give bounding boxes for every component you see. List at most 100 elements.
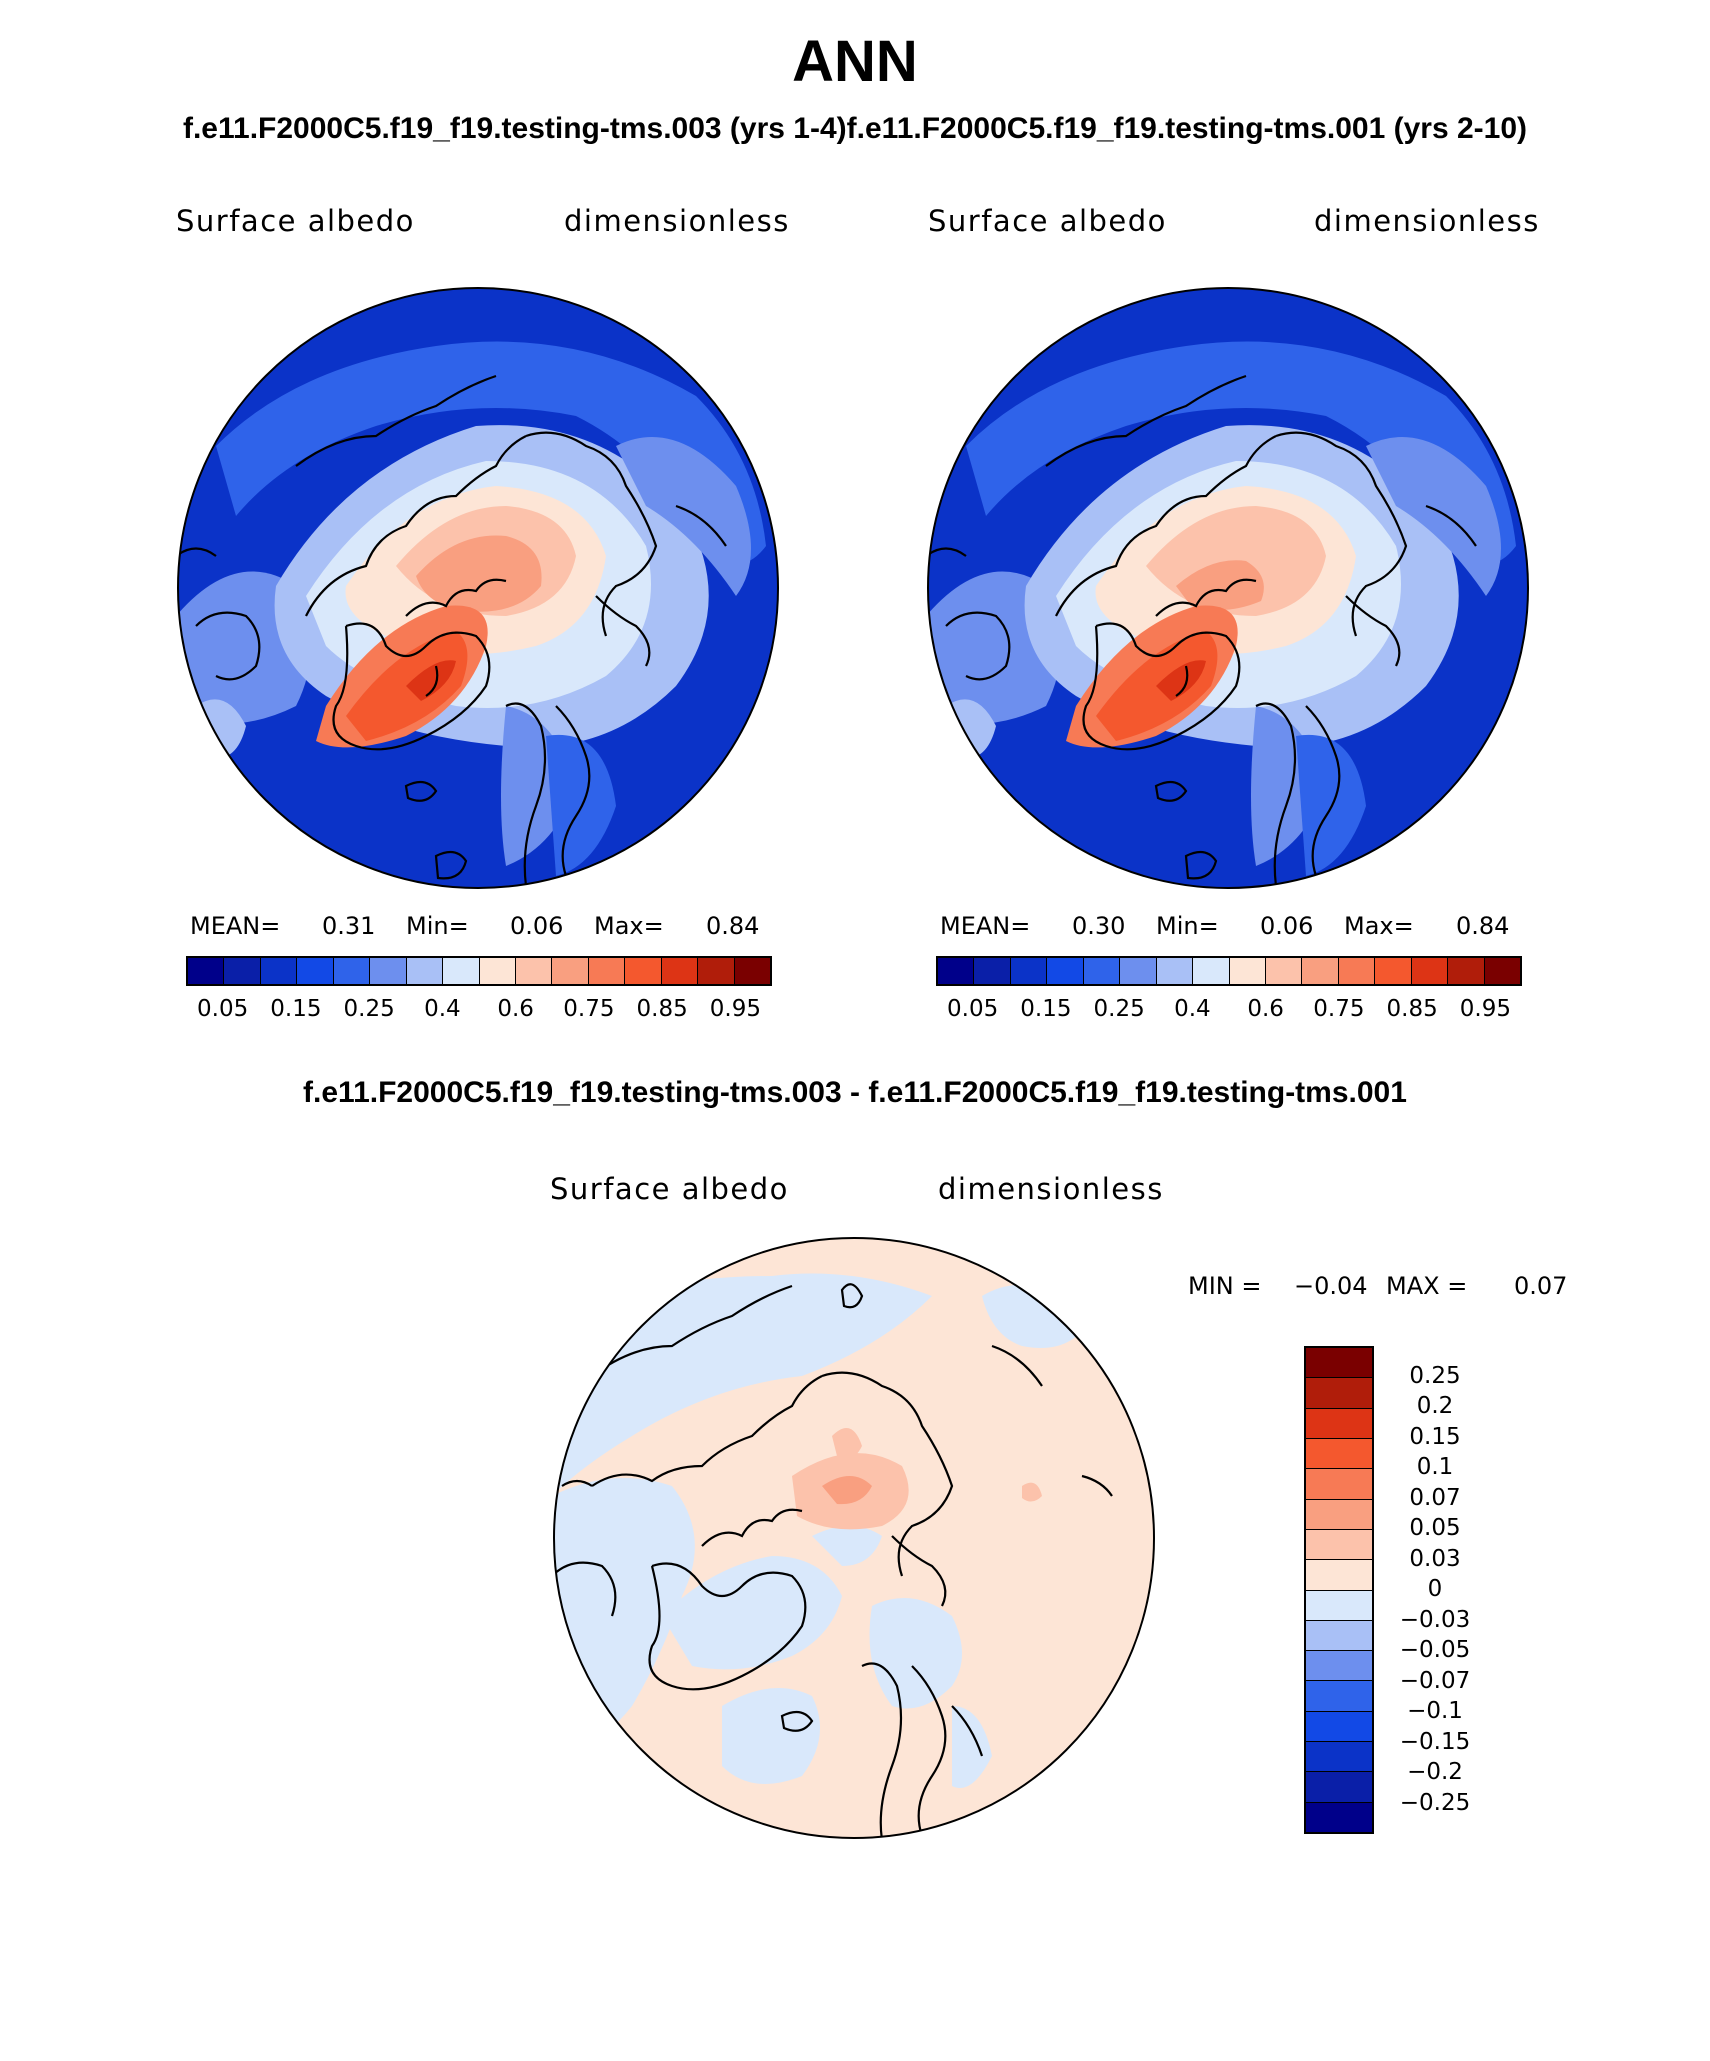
colorbar-swatch [188,958,225,984]
page-title: ANN [792,29,918,94]
colorbar-swatch [1306,1681,1372,1712]
subtitle-right: f.e11.F2000C5.f19_f19.testing-tms.001 (y… [846,112,1528,145]
colorbar-swatch [625,958,662,984]
colorbar-swatch [1338,958,1376,984]
colorbar-tick-label: 0.75 [563,996,615,1022]
colorbar-tick-label: 0.15 [1409,1423,1461,1450]
panel1-min-label: Min= [406,912,469,940]
colorbar-swatch [1306,1711,1372,1743]
colorbar-tick-label: 0.05 [947,996,999,1022]
polar-map-test-case [177,287,779,889]
colorbar-swatch [1306,1742,1372,1773]
colorbar-swatch [406,958,444,984]
colorbar-tick-label: 0.25 [1093,996,1145,1022]
panel2-min-value: 0.06 [1260,912,1314,940]
colorbar-swatch [1448,958,1485,984]
colorbar-swatch [1306,1560,1372,1591]
colorbar-swatch [661,958,699,984]
colorbar-tick-label: 0.6 [1247,996,1284,1022]
colorbar-swatch [698,958,735,984]
colorbar-swatch [552,958,589,984]
colorbar-tick-label: −0.25 [1399,1789,1471,1816]
colorbar-test-case-ticks: 0.05 0.15 0.25 0.4 0.6 0.75 0.85 0.95 [186,996,772,1026]
colorbar-swatch [1306,1529,1372,1561]
colorbar-tick-label: 0.95 [1459,996,1511,1022]
colorbar-tick-label: 0.6 [497,996,534,1022]
colorbar-tick-label: 0.4 [424,996,461,1022]
colorbar-tick-label: 0.2 [1416,1393,1454,1419]
colorbar-swatch [1120,958,1157,984]
colorbar-swatch [1306,1651,1372,1682]
panel1-units: dimensionless [564,204,790,238]
colorbar-swatch [1306,1590,1372,1621]
difference-title: f.e11.F2000C5.f19_f19.testing-tms.003 - … [303,1076,1407,1109]
case-subtitles: f.e11.F2000C5.f19_f19.testing-tms.003 (y… [0,112,1710,146]
diff-units: dimensionless [938,1172,1164,1206]
diff-variable: Surface albedo [550,1172,789,1206]
colorbar-swatch [1306,1408,1372,1439]
colorbar-tick-label: 0.07 [1409,1484,1461,1511]
colorbar-swatch [224,958,261,984]
panel1-mean-label: MEAN= [190,912,281,940]
colorbar-tick-label: 0.85 [636,996,688,1022]
colorbar-swatch [1306,1772,1372,1803]
panel2-max-value: 0.84 [1456,912,1510,940]
colorbar-swatch [1306,1802,1372,1832]
colorbar-swatch [1306,1438,1372,1470]
panel2-units: dimensionless [1314,204,1540,238]
colorbar-swatch [479,958,516,984]
panel2-variable: Surface albedo [928,204,1167,238]
panel1-max-value: 0.84 [706,912,760,940]
colorbar-tick-label: −0.05 [1399,1637,1471,1663]
colorbar-swatch [1484,958,1520,984]
colorbar-tick-label: 0.05 [1409,1515,1461,1541]
diff-min-value: −0.04 [1294,1272,1368,1300]
panel1-max-label: Max= [594,912,664,940]
colorbar-tick-label: 0.25 [1409,1362,1461,1389]
colorbar-difference-ticks: 0.25 0.2 0.15 0.1 0.07 0.05 0.03 0 −0.03 −0.05 −0.… [1380,1346,1500,1834]
colorbar-swatch [1306,1620,1372,1652]
colorbar-tick-label: 0.4 [1174,996,1211,1022]
colorbar-tick-label: −0.15 [1399,1728,1471,1755]
colorbar-tick-label: 0.15 [270,996,322,1022]
colorbar-control-case-ticks: 0.05 0.15 0.25 0.4 0.6 0.75 0.85 0.95 [936,996,1522,1026]
colorbar-tick-label: 0 [1427,1576,1443,1602]
colorbar-tick-label: −0.07 [1399,1667,1471,1694]
colorbar-swatch [443,958,480,984]
colorbar-tick-label: 0.05 [197,996,249,1022]
colorbar-swatch [1411,958,1449,984]
colorbar-swatch [1375,958,1412,984]
colorbar-swatch [938,958,975,984]
subtitle-left: f.e11.F2000C5.f19_f19.testing-tms.003 (y… [182,112,847,145]
colorbar-swatch [1265,958,1303,984]
diff-min-label: MIN = [1188,1272,1262,1300]
panel1-min-value: 0.06 [510,912,564,940]
panel2-min-label: Min= [1156,912,1219,940]
colorbar-swatch [515,958,553,984]
colorbar-swatch [974,958,1011,984]
colorbar-control-case [936,956,1522,986]
colorbar-swatch [1193,958,1230,984]
colorbar-tick-label: 0.1 [1416,1454,1454,1480]
colorbar-tick-label: 0.85 [1386,996,1438,1022]
colorbar-tick-label: −0.03 [1399,1606,1471,1633]
colorbar-tick-label: 0.95 [709,996,761,1022]
panel2-max-label: Max= [1344,912,1414,940]
panel1-mean-value: 0.31 [322,912,376,940]
colorbar-swatch [734,958,770,984]
colorbar-swatch [1156,958,1194,984]
panel1-variable: Surface albedo [176,204,415,238]
panel2-mean-label: MEAN= [940,912,1031,940]
colorbar-tick-label: 0.15 [1020,996,1072,1022]
colorbar-tick-label: −0.2 [1407,1759,1463,1785]
colorbar-test-case [186,956,772,986]
panel2-mean-value: 0.30 [1072,912,1126,940]
colorbar-swatch [588,958,626,984]
colorbar-swatch [297,958,334,984]
polar-map-control-case [927,287,1529,889]
colorbar-swatch [1229,958,1266,984]
colorbar-swatch [1306,1348,1372,1379]
colorbar-swatch [1083,958,1121,984]
colorbar-swatch [1302,958,1339,984]
colorbar-tick-label: 0.03 [1409,1545,1461,1572]
